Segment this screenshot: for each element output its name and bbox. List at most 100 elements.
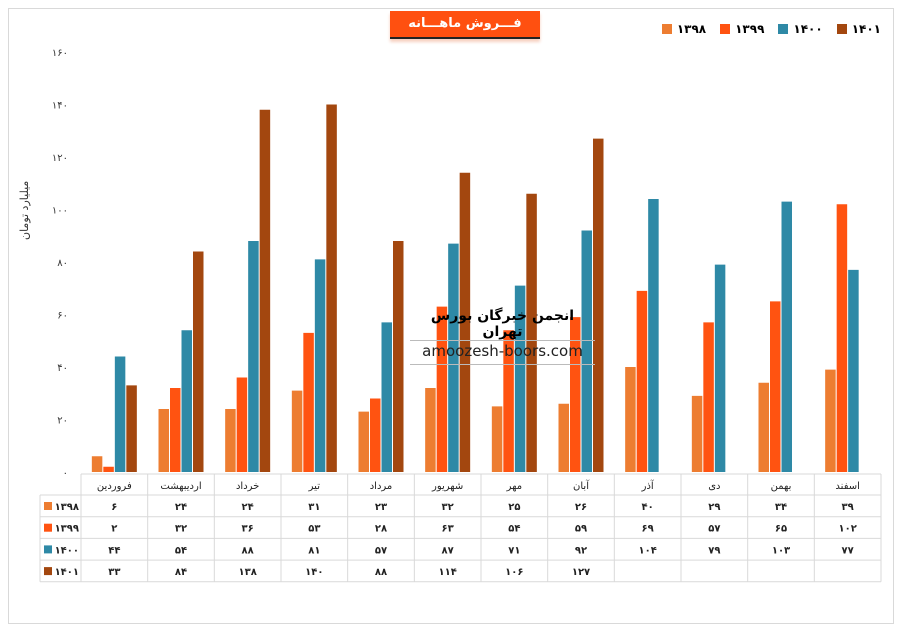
table-cell: ۱۰۳ (772, 545, 790, 556)
table-legend-swatch (44, 567, 52, 576)
table-cell: ۳۹ (842, 502, 854, 513)
bar-1-7 (570, 317, 581, 472)
category-label: مرداد (370, 481, 393, 492)
series-label: ۱۴۰۰ (55, 545, 79, 556)
bar-3-6 (526, 193, 537, 472)
bar-1-6 (503, 330, 514, 472)
table-cell: ۳۶ (242, 524, 254, 535)
table-cell: ۸۸ (375, 567, 387, 578)
bar-1-1 (170, 388, 181, 472)
bar-3-7 (593, 138, 604, 472)
category-label: آذر (641, 479, 655, 492)
table-cell: ۵۴ (508, 524, 520, 535)
y-tick-label: ۴۰ (57, 363, 68, 374)
bar-1-3 (303, 332, 314, 472)
category-label: خرداد (236, 481, 259, 492)
y-tick-label: ۰ (63, 468, 68, 479)
bar-0-3 (291, 390, 303, 472)
table-cell: ۱۱۴ (439, 567, 457, 578)
bar-2-6 (514, 285, 526, 472)
table-cell: ۹۲ (575, 545, 587, 556)
table-cell: ۲۶ (575, 502, 587, 513)
series-label: ۱۴۰۱ (55, 567, 79, 578)
legend-item: ۱۳۹۸ (661, 22, 706, 36)
bar-1-10 (770, 301, 781, 472)
category-label: بهمن (771, 481, 792, 492)
legend-swatch (720, 24, 731, 34)
watermark-url: amoozesh-boors.com (410, 340, 595, 365)
table-cell: ۵۴ (175, 545, 187, 556)
bar-3-0 (126, 385, 137, 472)
bar-2-3 (314, 259, 326, 472)
bar-1-8 (636, 290, 648, 472)
table-cell: ۱۳۸ (239, 567, 257, 578)
bar-3-5 (459, 172, 471, 472)
legend-label: ۱۳۹۹ (735, 22, 765, 36)
table-cell: ۲۴ (242, 502, 254, 513)
table-cell: ۱۰۴ (639, 545, 657, 556)
bar-0-1 (158, 409, 169, 472)
bar-0-9 (691, 395, 703, 472)
table-cell: ۳۱ (308, 502, 320, 513)
bar-1-0 (103, 466, 114, 472)
bar-3-2 (259, 109, 271, 472)
table-cell: ۵۷ (375, 545, 387, 556)
table-cell: ۶۵ (775, 524, 787, 535)
bar-2-10 (781, 201, 792, 472)
y-tick-label: ۱۲۰ (52, 153, 68, 164)
table-cell: ۳۲ (175, 524, 187, 535)
table-cell: ۶ (111, 502, 117, 513)
table-cell: ۲۳ (375, 502, 387, 513)
table-cell: ۱۴۰ (305, 567, 323, 578)
table-cell: ۷۷ (842, 545, 854, 556)
table-cell: ۸۸ (242, 545, 254, 556)
table-legend-swatch (44, 545, 52, 554)
table-legend-swatch (44, 523, 52, 532)
table-cell: ۲ (111, 524, 117, 535)
table-cell: ۳۴ (775, 502, 787, 513)
legend-item: ۱۴۰۱ (836, 22, 881, 36)
table-cell: ۵۳ (308, 524, 320, 535)
legend-swatch (661, 24, 672, 34)
table-cell: ۲۴ (175, 502, 187, 513)
category-label: مهر (506, 481, 522, 492)
bar-2-11 (848, 269, 859, 472)
y-tick-label: ۶۰ (57, 311, 68, 322)
table-cell: ۳۳ (108, 567, 120, 578)
bar-0-7 (558, 403, 569, 472)
watermark-name: انجمن خبرگان بورس تهران (430, 308, 575, 340)
bar-1-2 (236, 377, 248, 472)
category-label: دی (708, 481, 720, 492)
table-cell: ۷۱ (508, 545, 520, 556)
category-label: آبان (573, 479, 590, 492)
table-cell: ۱۲۷ (572, 567, 590, 578)
bar-0-0 (91, 456, 103, 472)
table-cell: ۲۹ (708, 502, 720, 513)
series-label: ۱۳۹۹ (55, 524, 79, 535)
legend: ۱۳۹۸ ۱۳۹۹ ۱۴۰۰ ۱۴۰۱ (661, 22, 881, 36)
bar-3-3 (326, 104, 337, 472)
bar-2-7 (581, 230, 592, 472)
bar-2-4 (381, 322, 392, 472)
table-cell: ۸۴ (175, 567, 187, 578)
table-cell: ۴۰ (642, 502, 654, 513)
bar-2-2 (248, 241, 259, 472)
legend-swatch (778, 24, 789, 34)
legend-label: ۱۴۰۱ (851, 22, 881, 36)
chart-frame (8, 8, 894, 624)
table-cell: ۴۴ (108, 545, 120, 556)
legend-label: ۱۴۰۰ (793, 22, 823, 36)
table-cell: ۲۵ (508, 502, 520, 513)
table-cell: ۵۹ (575, 524, 587, 535)
chart-title: فـــروش ماهـــانه خـــتور (390, 11, 540, 56)
table-legend-swatch (44, 502, 52, 510)
y-tick-label: ۱۶۰ (52, 48, 68, 59)
table-cell: ۲۸ (375, 524, 387, 535)
bar-2-9 (714, 264, 726, 472)
bar-0-10 (758, 382, 769, 472)
legend-item: ۱۴۰۰ (778, 22, 823, 36)
bar-3-4 (393, 241, 404, 472)
category-label: فروردین (97, 481, 132, 492)
bar-1-9 (703, 322, 714, 472)
